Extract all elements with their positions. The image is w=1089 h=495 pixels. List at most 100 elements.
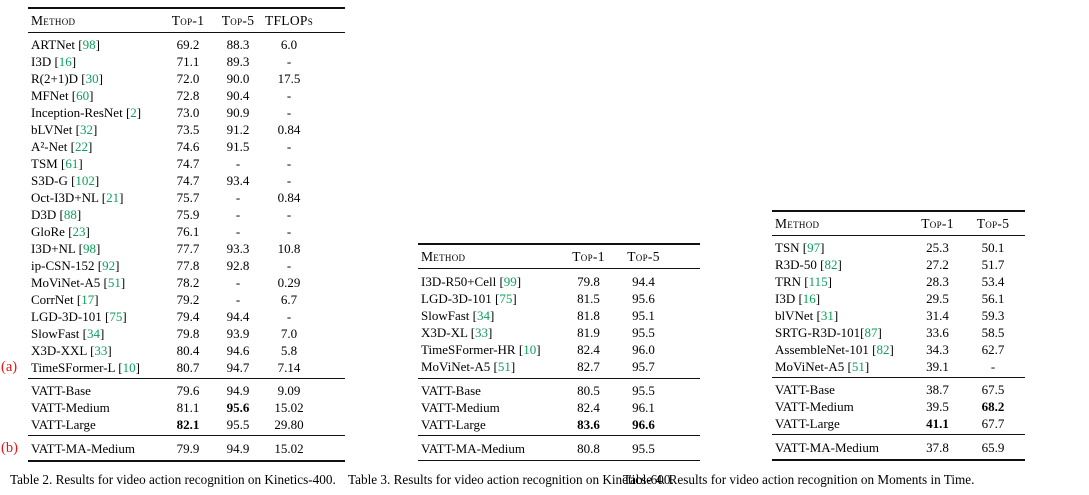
method-cell: ARTNet [98] [31,37,100,52]
method-cell: SRTG-R3D-101[87] [775,324,882,340]
citation-link[interactable]: 31 [820,307,834,323]
citation-link[interactable]: 51 [497,359,511,374]
citation-link[interactable]: 33 [94,343,108,358]
table-kinetics-400: Method Top-1 Top-5 TFLOPs ARTNet [98] 69.2 88.… [1,7,345,462]
citation-link[interactable]: 98 [82,37,96,52]
citation-link[interactable]: 92 [102,258,116,273]
value-cell: 95.5 [226,417,250,432]
table-rule [772,234,1025,236]
method-cell: X3D-XXL [33] [31,343,112,358]
value-cell: 81.8 [577,308,600,323]
citation-link[interactable]: 115 [808,273,828,289]
citation-link[interactable]: 60 [76,88,90,103]
citation-link[interactable]: 97 [807,239,821,255]
column-header-method: Method [31,12,76,28]
method-cell: bLVNet [32] [31,122,98,137]
value-cell: 95.7 [632,359,655,374]
value-cell: 93.9 [226,326,250,341]
citation-link[interactable]: 32 [80,122,93,137]
value-cell: 38.7 [926,382,949,397]
value-cell: - [286,54,292,69]
citation-link[interactable]: 102 [75,173,95,188]
value-cell: 6.0 [280,37,298,52]
column-header-top-5: Top-5 [221,12,255,28]
citation-link[interactable]: 10 [122,360,136,375]
value-cell: 81.5 [577,291,600,306]
citation-link[interactable]: 61 [65,156,79,171]
citation-link[interactable]: 99 [503,274,517,289]
value-cell: 28.3 [926,273,949,289]
value-cell: - [235,292,241,307]
value-cell: 53.4 [981,273,1005,289]
value-cell: 7.0 [280,326,298,341]
method-cell: I3D+NL [98] [31,241,101,256]
citation-link[interactable]: 16 [802,290,816,306]
table-rule [28,435,345,436]
value-cell: 33.6 [926,324,949,340]
table-row: VATT-Large 82.1 95.5 29.80 [28,416,345,433]
value-cell: 73.5 [176,122,200,137]
table-rule [772,377,1025,378]
citation-link[interactable]: 16 [58,54,72,69]
table-rule [772,459,1025,461]
value-cell: 82.4 [577,342,600,357]
value-cell: 50.1 [981,239,1005,255]
citation-link[interactable]: 33 [475,325,489,340]
citation-link[interactable]: 51 [851,358,865,374]
citation-link[interactable]: 82 [876,341,890,357]
table-row: D3D [88] 75.9 - - [28,206,345,223]
method-cell: TSN [97] [775,239,825,255]
citation-link[interactable]: 2 [130,105,137,120]
table-row: (a) TimeSFormer-L [10] 80.7 94.7 7.14 [1,359,345,376]
value-cell: 82.4 [577,399,600,415]
table-row: VATT-Medium 39.5 68.2 [772,398,1025,415]
citation-link[interactable]: 88 [63,207,77,222]
table-header-row: Method Top-1 Top-5 [772,212,1025,235]
value-cell: 90.0 [226,71,250,86]
method-cell: MoViNet-A5 [51] [31,275,126,290]
value-cell: 82.7 [577,359,600,374]
value-cell: 74.7 [176,173,200,188]
citation-link[interactable]: 17 [81,292,95,307]
table-3-caption: Table 3. Results for video action recogn… [348,472,674,487]
method-cell: VATT-Large [31,417,96,432]
value-cell: 0.29 [277,275,301,290]
value-cell: 74.6 [176,139,200,154]
table-row: VATT-MA-Medium 80.8 95.5 [418,440,700,457]
value-cell: 37.8 [926,440,949,455]
value-cell: - [286,139,292,154]
citation-link[interactable]: 30 [85,71,99,86]
table-row: (b) VATT-MA-Medium 79.9 94.9 15.02 [1,440,345,457]
citation-link[interactable]: 75 [499,291,513,306]
column-header-method: Method [421,248,466,264]
table-row-group: VATT-MA-Medium 37.8 65.9 [772,435,1025,459]
citation-link[interactable]: 21 [106,190,120,205]
value-cell: 73.0 [176,105,200,120]
table-row: VATT-Large 41.1 67.7 [772,415,1025,432]
value-cell: 77.8 [176,258,200,273]
citation-link[interactable]: 22 [74,139,88,154]
citation-link[interactable]: 87 [864,324,878,340]
table-row: LGD-3D-101 [75] 79.4 94.4 - [28,308,345,325]
method-cell: D3D [88] [31,207,82,222]
value-cell: 95.5 [632,382,655,398]
table-row: MFNet [60] 72.8 90.4 - [28,87,345,104]
table-header-row: Method Top-1 Top-5 TFLOPs [28,9,345,32]
citation-link[interactable]: 75 [109,309,123,324]
table-row-group: TSN [97] 25.3 50.1 R3D-50 [82] 27.2 51.7 TRN [… [772,236,1025,378]
citation-link[interactable]: 23 [72,224,86,239]
method-cell: VATT-Medium [31,400,110,415]
citation-link[interactable]: 51 [107,275,121,290]
citation-link[interactable]: 34 [86,326,100,341]
citation-link[interactable]: 82 [824,256,838,272]
citation-link[interactable]: 98 [82,241,96,256]
citation-link[interactable]: 34 [476,308,490,323]
table-row: I3D [16] 29.5 56.1 [772,290,1025,307]
table-row: I3D [16] 71.1 89.3 - [28,53,345,70]
value-cell: 83.6 [577,416,600,432]
table-row: I3D-R50+Cell [99] 79.8 94.4 [418,273,700,290]
table-rule [28,31,345,33]
value-cell: - [235,190,241,205]
citation-link[interactable]: 10 [523,342,537,357]
